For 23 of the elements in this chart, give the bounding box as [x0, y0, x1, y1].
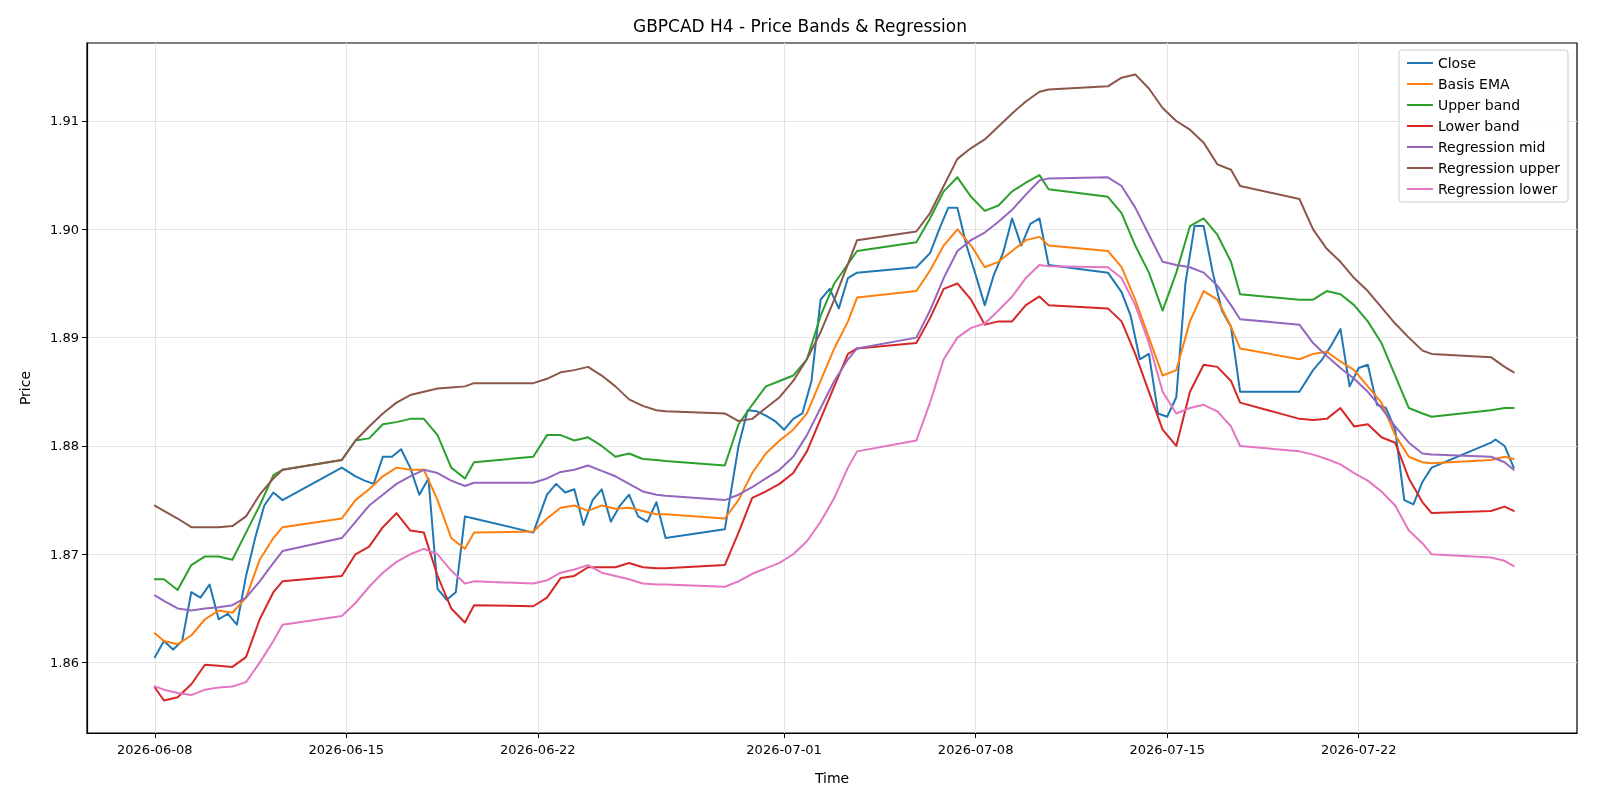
x-tick-label: 2026-06-08: [117, 742, 193, 757]
x-tick-label: 2026-06-15: [308, 742, 385, 757]
x-tick-label: 2026-07-22: [1320, 742, 1397, 757]
legend-label: Lower band: [1437, 118, 1520, 134]
x-tick-label: 2026-07-15: [1129, 742, 1205, 757]
legend-label: Regression mid: [1437, 139, 1546, 155]
x-tick-label: 2026-07-01: [746, 742, 822, 757]
y-axis-title: Price: [17, 370, 33, 406]
legend-label: Upper band: [1437, 97, 1521, 113]
legend-label: Regression upper: [1437, 160, 1561, 176]
y-tick-label: 1.89: [50, 330, 79, 346]
x-axis-title: Time: [813, 770, 850, 786]
legend-label: Close: [1437, 55, 1477, 71]
legend-label: Regression lower: [1437, 181, 1558, 197]
y-tick-label: 1.86: [50, 655, 79, 671]
y-tick-label: 1.88: [50, 438, 79, 454]
chart-title: GBPCAD H4 - Price Bands & Regression: [632, 15, 968, 36]
y-tick-label: 1.91: [50, 113, 79, 129]
x-tick-label: 2026-06-22: [500, 742, 576, 757]
legend-label: Basis EMA: [1437, 76, 1510, 92]
y-tick-label: 1.87: [50, 546, 79, 562]
y-tick-label: 1.90: [50, 221, 79, 237]
x-tick-label: 2026-07-08: [937, 742, 1014, 757]
